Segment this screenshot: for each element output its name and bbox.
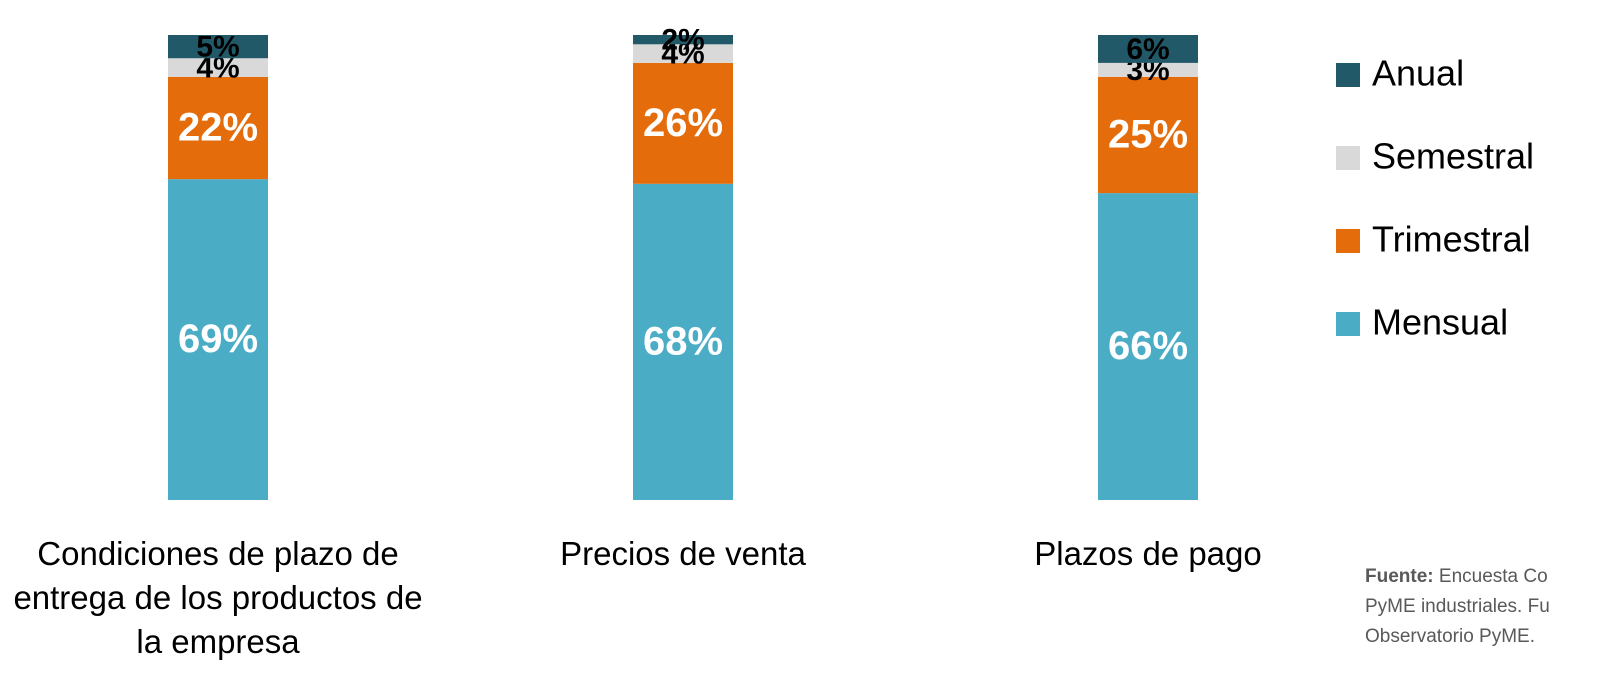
bar-segment [1098,62,1198,77]
category-label: Plazos de pago [1034,535,1262,572]
source-line: Fuente: Encuesta Co [1365,566,1548,588]
legend-label: Anual [1372,53,1464,94]
bar-segment [1098,193,1198,500]
value-label: 68% [643,319,723,363]
source-line: PyME industriales. Fu [1365,596,1550,617]
source-label: Fuente: [1365,566,1434,587]
bar-segment [168,76,268,180]
legend-swatch [1336,146,1360,170]
value-label: 26% [643,101,723,145]
bar-segment [633,183,733,501]
legend-swatch [1336,63,1360,87]
category-label: Condiciones de plazo de entrega de los p… [13,535,423,660]
value-label: 5% [196,31,239,64]
value-label: 25% [1108,113,1188,157]
legend-label: Trimestral [1372,219,1531,260]
value-label: 66% [1108,324,1188,368]
value-label: 22% [178,106,258,150]
source-text: Encuesta Co [1438,566,1548,587]
category-label: Precios de venta [560,535,806,572]
bar-segment [633,44,733,63]
value-label: 69% [178,317,258,361]
bar-segment [168,35,268,59]
bar-segment [168,58,268,77]
bar-segment [633,35,733,45]
bar-segment [1098,76,1198,194]
source-line: Observatorio PyME. [1365,626,1535,647]
legend-swatch [1336,312,1360,336]
legend-label: Semestral [1372,136,1534,177]
legend-swatch [1336,229,1360,253]
value-label: 6% [1126,33,1169,66]
bar-segment [1098,35,1198,63]
bar-segment [168,179,268,500]
legend-label: Mensual [1372,302,1508,343]
value-label: 2% [661,24,704,57]
bar-segment [633,62,733,184]
